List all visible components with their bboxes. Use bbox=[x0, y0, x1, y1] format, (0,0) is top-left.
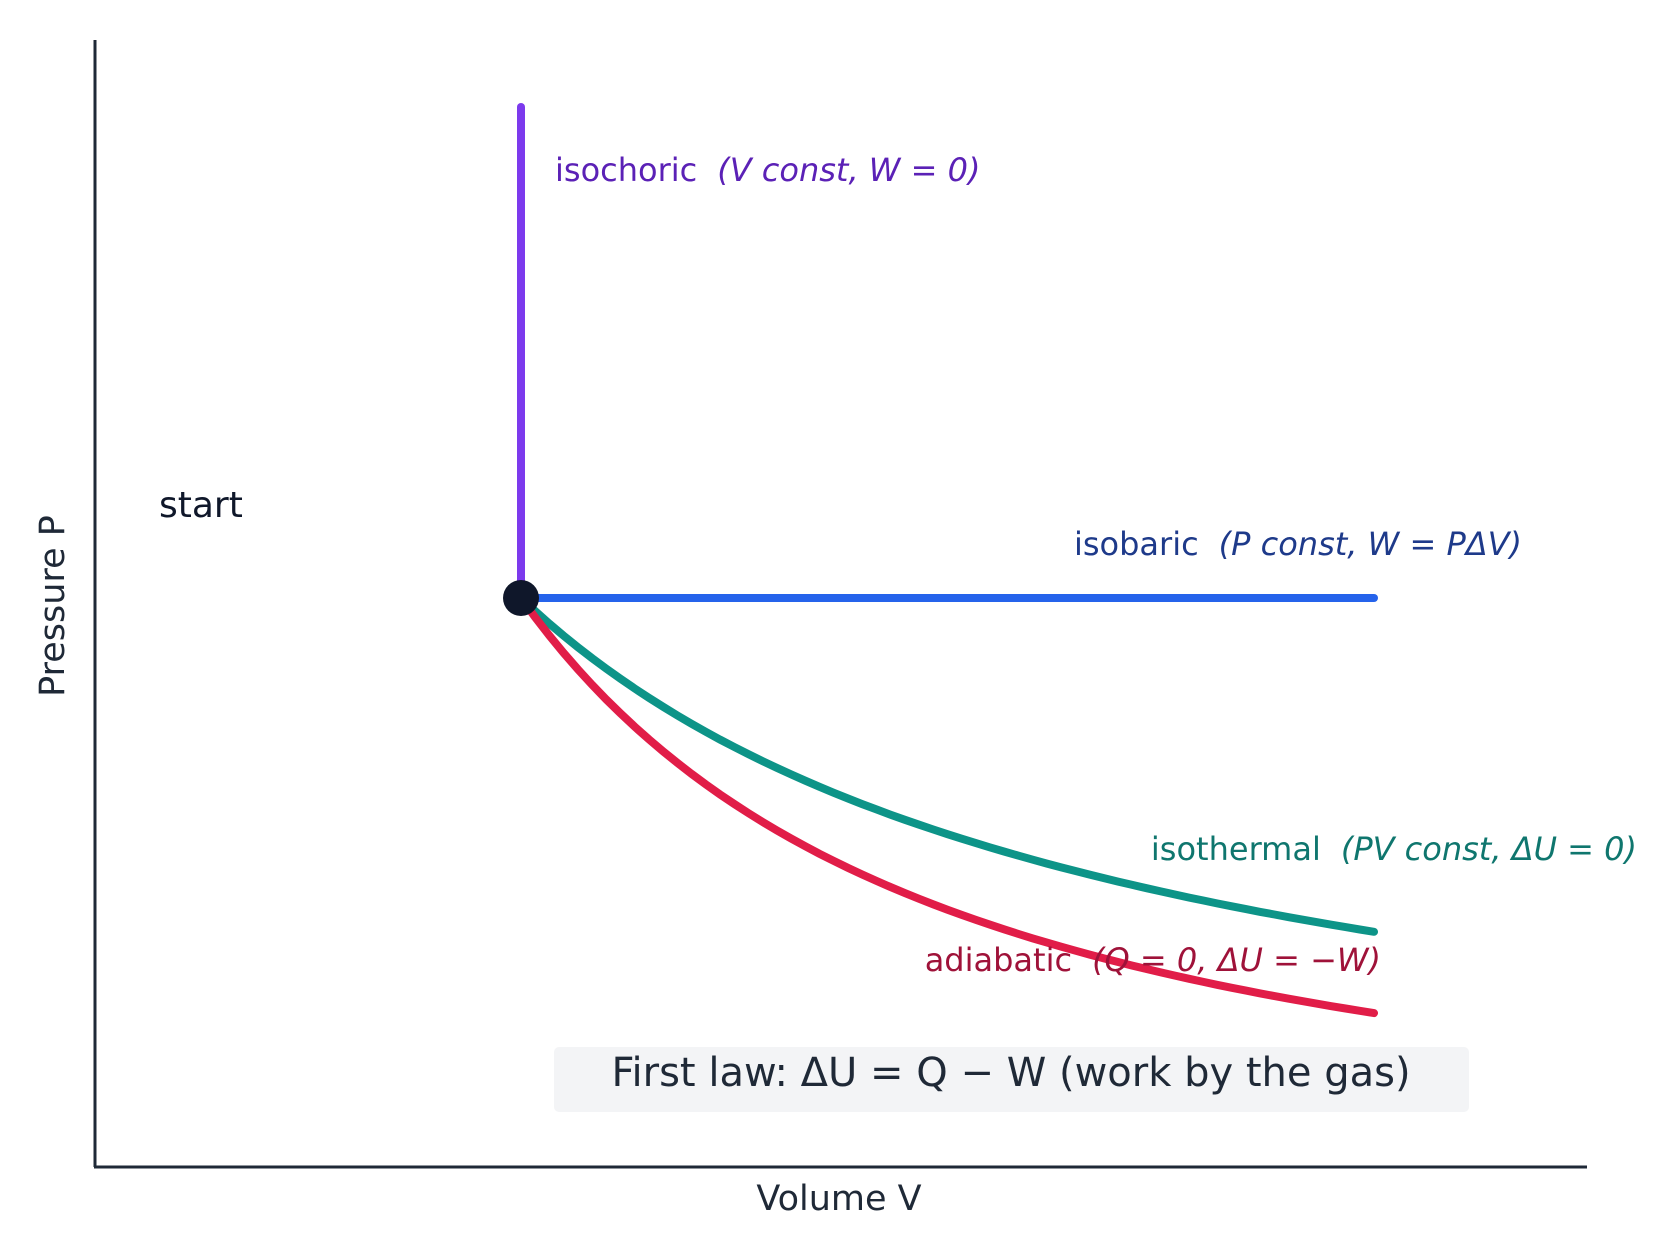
process-formula: (P const, W = PΔV) bbox=[1219, 525, 1522, 563]
adiabatic-label: adiabatic (Q = 0, ΔU = −W) bbox=[925, 941, 1381, 979]
start-point bbox=[503, 580, 539, 616]
isothermal-label: isothermal (PV const, ΔU = 0) bbox=[1151, 830, 1637, 868]
process-formula: (V const, W = 0) bbox=[717, 151, 980, 189]
process-name: isothermal bbox=[1151, 830, 1321, 868]
isochoric-label: isochoric (V const, W = 0) bbox=[555, 151, 980, 189]
first-law-note: First law: ΔU = Q − W (work by the gas) bbox=[611, 1050, 1410, 1096]
process-formula: (Q = 0, ΔU = −W) bbox=[1092, 941, 1381, 979]
process-name: isochoric bbox=[555, 151, 697, 189]
y-axis-label: Pressure P bbox=[33, 515, 73, 697]
x-axis-label: Volume V bbox=[756, 1179, 921, 1219]
start-label: start bbox=[159, 485, 243, 526]
isothermal-curve bbox=[517, 594, 1378, 936]
process-name: isobaric bbox=[1074, 525, 1199, 563]
isobaric-label: isobaric (P const, W = PΔV) bbox=[1074, 525, 1522, 563]
process-formula: (PV const, ΔU = 0) bbox=[1341, 830, 1637, 868]
adiabatic-curve bbox=[517, 594, 1378, 1018]
process-name: adiabatic bbox=[925, 941, 1072, 979]
note-box bbox=[554, 1047, 1469, 1112]
